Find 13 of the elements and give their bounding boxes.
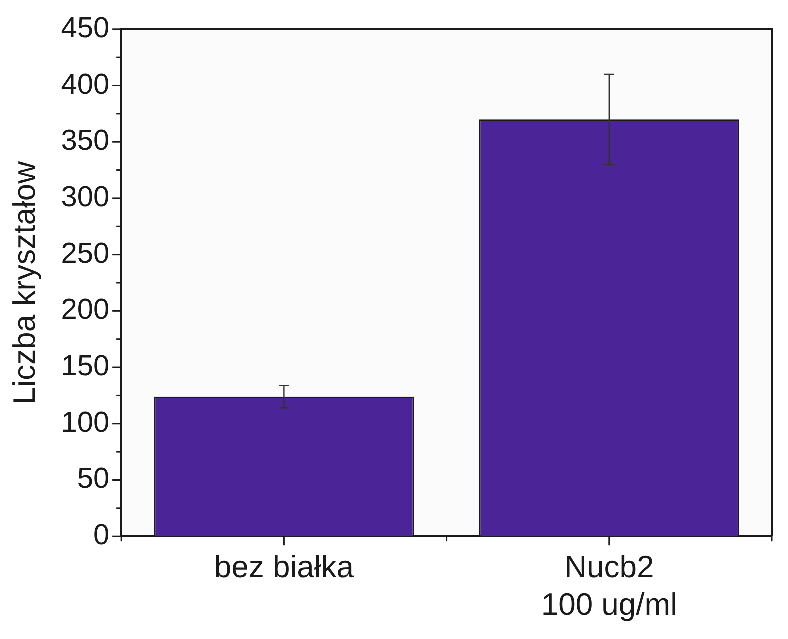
y-tick-label: 0 [93, 520, 110, 552]
y-tick-label: 350 [61, 125, 110, 158]
y-tick-label: 150 [61, 350, 110, 383]
y-tick-label: 50 [77, 463, 110, 496]
y-tick-label: 450 [61, 12, 110, 44]
y-tick-label: 100 [61, 406, 110, 439]
y-tick-label: 250 [61, 238, 110, 270]
x-tick-label: Nucb2 100 ug/ml [541, 550, 678, 622]
y-tick-label: 200 [61, 294, 110, 326]
y-tick-label: 400 [61, 68, 110, 101]
y-tick-label: 300 [61, 181, 110, 214]
x-tick-label: bez białka [214, 550, 355, 585]
y-axis-title: Liczba kryształow [7, 160, 42, 404]
